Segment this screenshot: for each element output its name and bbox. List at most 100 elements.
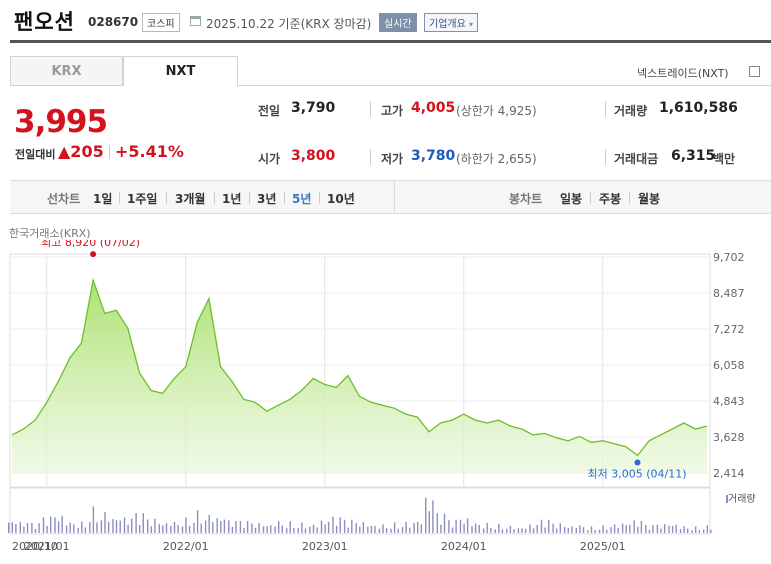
volume-bar bbox=[517, 528, 520, 533]
volume-bar bbox=[703, 529, 705, 533]
y-tick-label: 3,628 bbox=[713, 431, 745, 444]
period-divider bbox=[119, 192, 120, 204]
volume-bar bbox=[382, 524, 384, 533]
period-3m[interactable]: 3개월 bbox=[175, 192, 206, 206]
min-label: 최저 3,005 (04/11) bbox=[588, 467, 687, 480]
volume-bar bbox=[617, 528, 619, 533]
amount-label: 거래대금 bbox=[614, 152, 659, 166]
volume-bar bbox=[370, 525, 373, 533]
volume-bars bbox=[8, 497, 712, 533]
volume-bar bbox=[648, 529, 651, 533]
volume-bar bbox=[567, 528, 569, 533]
period-10y[interactable]: 10년 bbox=[327, 192, 355, 206]
volume-bar bbox=[590, 526, 593, 533]
x-tick-label: 2023/01 bbox=[302, 540, 348, 553]
volume-bar bbox=[339, 517, 341, 533]
volume-bar bbox=[374, 525, 376, 533]
volume-bar bbox=[498, 523, 500, 533]
volume-bar bbox=[185, 517, 187, 533]
volume-bar bbox=[31, 523, 33, 533]
low-value: 3,780 bbox=[411, 148, 456, 164]
volume-bar bbox=[38, 523, 40, 533]
volume-bar bbox=[150, 526, 152, 533]
volume-bar bbox=[675, 524, 677, 533]
volume-bar bbox=[652, 525, 654, 533]
volume-bar bbox=[691, 530, 693, 533]
volume-bar bbox=[587, 530, 589, 533]
volume-bar bbox=[131, 518, 133, 533]
external-link-icon[interactable] bbox=[749, 66, 760, 77]
volume-bar bbox=[556, 528, 558, 533]
candle-weekly[interactable]: 주봉 bbox=[599, 192, 622, 206]
nextrade-link[interactable]: 넥스트레이드(NXT) bbox=[637, 67, 729, 80]
period-3y[interactable]: 3년 bbox=[257, 192, 277, 206]
period-divider bbox=[166, 192, 167, 204]
volume-bar bbox=[463, 523, 465, 533]
stat-divider bbox=[605, 101, 606, 117]
candle-monthly[interactable]: 월봉 bbox=[638, 192, 661, 206]
volume-bar bbox=[115, 520, 118, 533]
volume-bar bbox=[324, 524, 326, 533]
volume-bar bbox=[246, 521, 249, 533]
volume-bar bbox=[73, 524, 75, 533]
period-1w[interactable]: 1주일 bbox=[127, 192, 158, 206]
line-chart-label: 선차트 bbox=[47, 192, 81, 206]
volume-bar bbox=[193, 522, 195, 533]
volume-bar bbox=[425, 497, 427, 533]
volume-bar bbox=[455, 519, 457, 533]
volume-bar bbox=[173, 521, 176, 533]
volume-frame bbox=[9, 487, 711, 535]
volume-bar bbox=[436, 513, 438, 533]
volume-bar bbox=[645, 525, 647, 533]
x-tick-label: 2022/01 bbox=[163, 540, 209, 553]
volume-bar bbox=[84, 527, 87, 533]
volume-bar bbox=[92, 506, 95, 533]
volume-bar bbox=[540, 519, 543, 533]
tab-krx[interactable]: KRX bbox=[10, 56, 123, 86]
base-date: 2025.10.22 기준(KRX 장마감) bbox=[206, 17, 372, 31]
volume-bar bbox=[448, 520, 450, 533]
volume-bar bbox=[309, 526, 311, 533]
volume-bar bbox=[529, 524, 531, 533]
x-tick-label: 2021/01 bbox=[24, 540, 70, 553]
volume-bar bbox=[405, 521, 407, 533]
volume-bar bbox=[274, 526, 276, 533]
volume-bar bbox=[104, 512, 106, 533]
y-tick-label: 4,843 bbox=[713, 395, 745, 408]
x-tick-label: 2020/10 bbox=[12, 540, 58, 553]
volume-bar bbox=[204, 520, 207, 533]
candle-daily[interactable]: 일봉 bbox=[560, 192, 583, 206]
volume-bar bbox=[544, 527, 546, 533]
period-1d[interactable]: 1일 bbox=[93, 192, 113, 206]
volume-bar bbox=[663, 524, 666, 533]
volume-bar bbox=[575, 528, 577, 533]
stat-divider bbox=[605, 149, 606, 165]
volume-bar bbox=[362, 522, 365, 533]
volume-bar bbox=[286, 528, 288, 533]
period-1y[interactable]: 1년 bbox=[222, 192, 242, 206]
volume-bar bbox=[390, 528, 392, 533]
period-5y[interactable]: 5년 bbox=[292, 192, 312, 206]
volume-bar bbox=[532, 528, 535, 533]
volume-bar bbox=[355, 522, 357, 533]
volume-bar bbox=[54, 517, 56, 533]
volume-bar bbox=[332, 516, 334, 533]
y-tick-label: 9,702 bbox=[713, 251, 745, 264]
change-divider bbox=[109, 145, 110, 159]
period-divider bbox=[629, 192, 630, 204]
volume-bar bbox=[147, 519, 149, 533]
tab-nxt[interactable]: NXT bbox=[123, 56, 238, 86]
max-label: 최고 8,920 (07/02) bbox=[41, 240, 140, 249]
volume-bar bbox=[34, 528, 37, 533]
volume-bar bbox=[695, 526, 697, 533]
volume-bar bbox=[254, 527, 257, 533]
volume-bar bbox=[351, 519, 353, 533]
volume-bar bbox=[683, 526, 685, 533]
company-info-dropdown[interactable]: 기업개요 ▾ bbox=[424, 13, 479, 32]
volume-bar bbox=[15, 524, 17, 533]
period-divider bbox=[284, 192, 285, 204]
volume-bar bbox=[552, 523, 554, 533]
realtime-button[interactable]: 실시간 bbox=[379, 13, 417, 32]
volume-bar bbox=[602, 525, 604, 533]
